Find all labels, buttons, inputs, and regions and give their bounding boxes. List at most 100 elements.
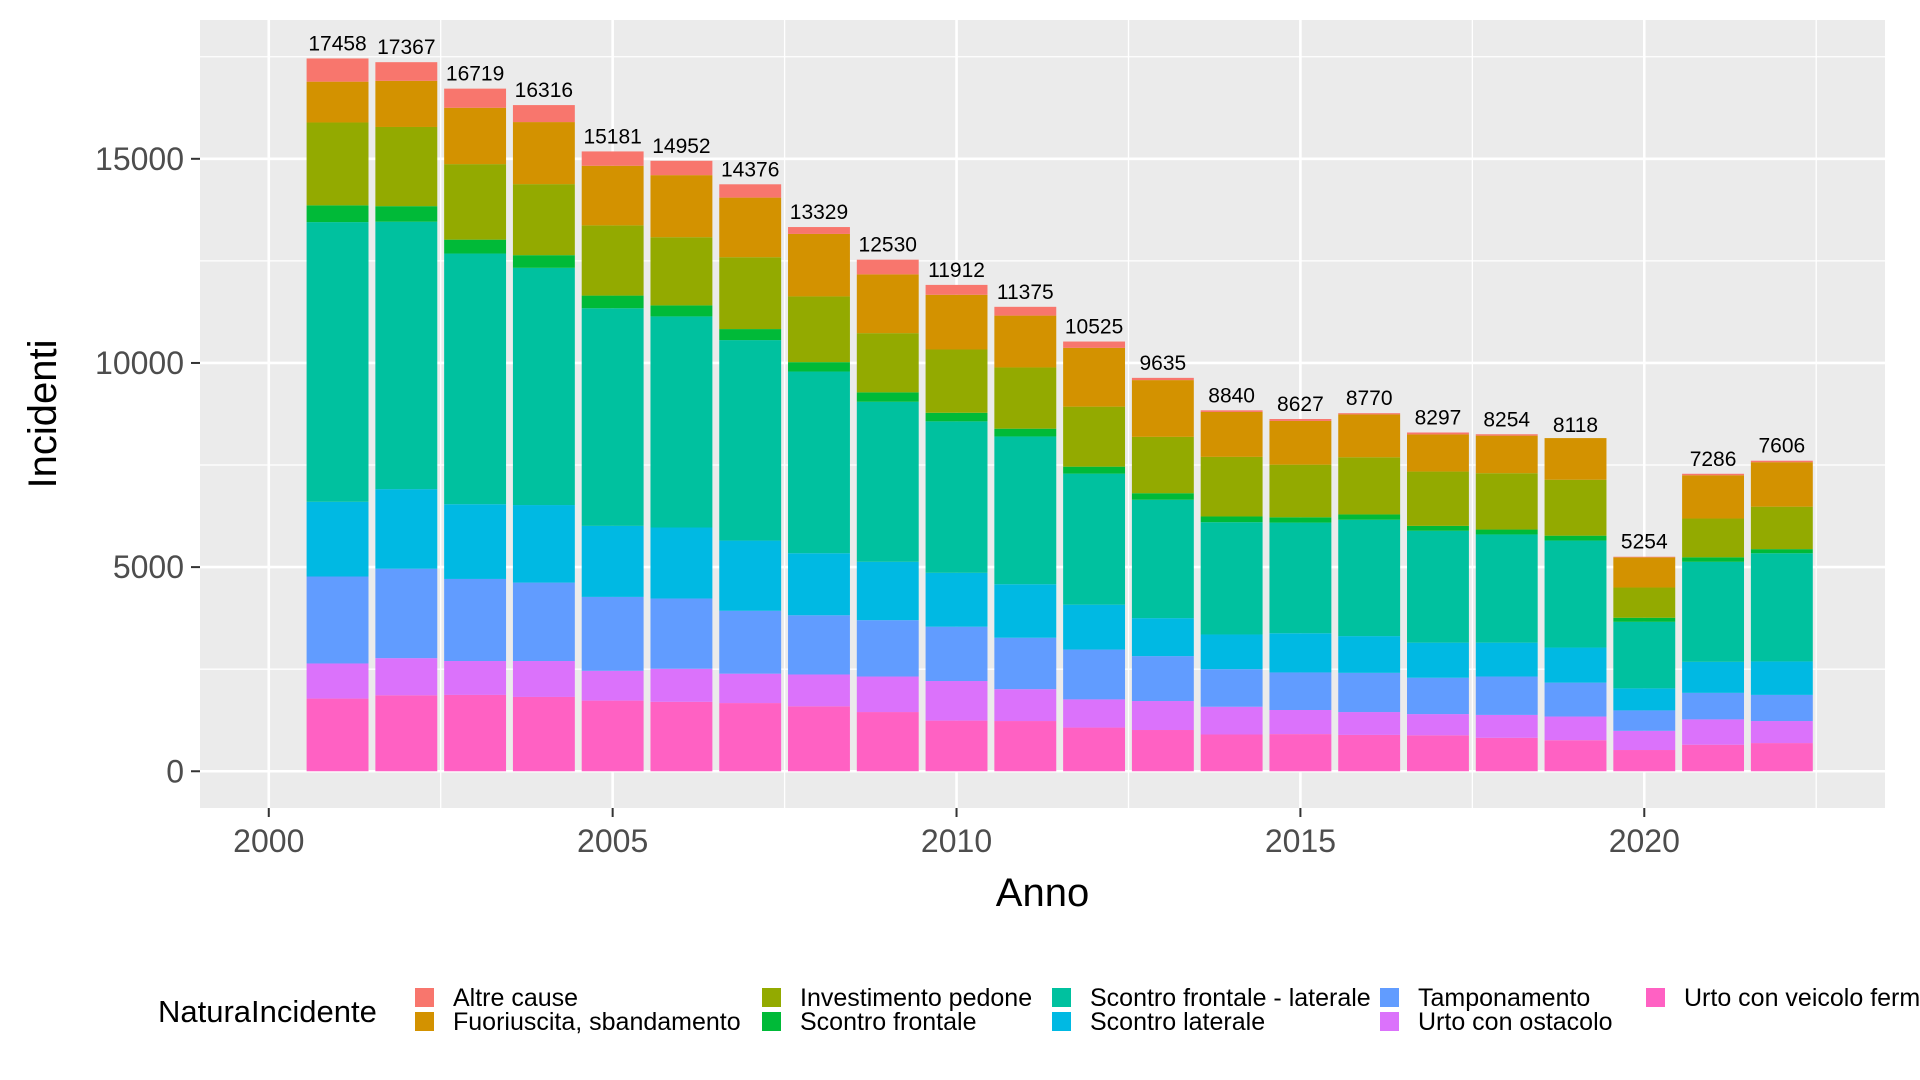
bar-segment: [306, 81, 369, 123]
bar-segment: [788, 371, 850, 554]
bar-total-label: 8840: [1208, 384, 1255, 407]
x-tick-label: 2000: [233, 823, 304, 859]
legend-label: Urto con veicolo fermo: [1684, 984, 1920, 1012]
bar-segment: [1063, 727, 1126, 772]
y-tick-label: 10000: [95, 345, 184, 381]
bar-segment: [1338, 636, 1401, 673]
bar-segment: [994, 721, 1057, 772]
bar-segment: [1613, 688, 1676, 711]
bar-segment: [375, 221, 438, 490]
bar-segment: [1750, 460, 1813, 463]
bar-segment: [994, 306, 1057, 316]
bar-segment: [1269, 419, 1332, 421]
bar-segment: [1200, 669, 1263, 707]
bar-segment: [1750, 553, 1813, 662]
bar-total-label: 12530: [859, 234, 917, 257]
bar-segment: [650, 527, 713, 599]
bar-segment: [375, 658, 438, 696]
bar-segment: [1200, 410, 1263, 412]
bar-segment: [1063, 604, 1126, 650]
bar-segment: [1544, 540, 1607, 648]
bar-segment: [1750, 506, 1813, 550]
bar-segment: [1613, 710, 1676, 731]
bar-segment: [1475, 534, 1538, 643]
bar-segment: [719, 673, 782, 704]
bar-segment: [581, 295, 644, 309]
bar-segment: [1407, 642, 1469, 678]
bar-segment: [994, 428, 1057, 437]
bar-total-label: 8770: [1346, 387, 1393, 410]
bar-segment: [444, 661, 507, 695]
y-axis: 0 5000 10000 15000: [95, 141, 200, 789]
bar-segment: [1131, 493, 1194, 500]
bar-segment: [306, 122, 369, 206]
bar-segment: [1063, 466, 1126, 474]
bar-segment: [1338, 712, 1401, 735]
bar-segment: [306, 205, 369, 223]
x-tick-label: 2015: [1265, 823, 1336, 859]
bar-total-label: 17367: [377, 36, 435, 59]
bar-segment: [719, 184, 782, 198]
bar-segment: [1200, 516, 1263, 523]
bar-segment: [1269, 464, 1332, 518]
bar-segment: [1475, 714, 1538, 738]
bar-segment: [994, 315, 1057, 368]
bar-segment: [1063, 341, 1126, 348]
bar-segment: [1063, 347, 1126, 407]
bar-segment: [1682, 744, 1745, 772]
bar-segment: [994, 436, 1057, 585]
bar-segment: [1750, 462, 1813, 507]
bar-segment: [925, 412, 988, 422]
legend-title: NaturaIncidente: [158, 994, 377, 1029]
bar-segment: [1682, 473, 1745, 476]
legend-label: Tamponamento: [1418, 984, 1590, 1012]
bar-segment: [1338, 672, 1401, 713]
bar-segment: [1682, 557, 1745, 562]
bar-total-label: 11375: [997, 281, 1054, 304]
bar-segment: [1544, 438, 1607, 480]
bar-segment: [444, 578, 507, 662]
bar-segment: [788, 706, 850, 772]
bar-segment: [375, 62, 438, 81]
y-tick-label: 15000: [95, 141, 184, 177]
bar-segment: [788, 227, 850, 234]
bar-segment: [1475, 529, 1538, 535]
legend-key: [1052, 988, 1071, 1007]
bar-segment: [1407, 434, 1469, 472]
bar-segment: [1750, 549, 1813, 554]
bar-segment: [1407, 530, 1469, 643]
bar-segment: [1750, 721, 1813, 744]
legend-key: [415, 1012, 434, 1031]
bar-total-label: 7286: [1690, 448, 1737, 471]
bar-segment: [994, 367, 1057, 429]
bar-segment: [1269, 734, 1332, 772]
x-axis-title: Anno: [996, 871, 1089, 915]
bar-segment: [1338, 514, 1401, 520]
bar-segment: [444, 107, 507, 165]
bar-segment: [581, 596, 644, 671]
bar-segment: [1613, 557, 1676, 588]
bar-segment: [994, 637, 1057, 690]
bar-segment: [444, 253, 507, 505]
bar-segment: [1063, 649, 1126, 700]
legend-label: Investimento pedone: [800, 984, 1032, 1012]
bar-segment: [1131, 618, 1194, 657]
bar-segment: [444, 164, 507, 240]
legend-label: Scontro frontale - laterale: [1090, 984, 1371, 1012]
bar-segment: [650, 160, 713, 176]
bar-segment: [444, 88, 507, 108]
bar-segment: [1682, 719, 1745, 745]
bar-segment: [306, 663, 369, 699]
bar-total-label: 14376: [721, 158, 779, 181]
legend-label: Altre cause: [453, 984, 578, 1012]
bar-segment: [581, 225, 644, 296]
bar-segment: [856, 676, 919, 713]
bar-segment: [1200, 456, 1263, 517]
bar-segment: [581, 525, 644, 597]
legend-key: [1380, 1012, 1399, 1031]
x-tick-label: 2020: [1609, 823, 1680, 859]
legend-key: [762, 1012, 781, 1031]
bar-segment: [788, 553, 850, 616]
bar-segment: [1407, 677, 1469, 715]
